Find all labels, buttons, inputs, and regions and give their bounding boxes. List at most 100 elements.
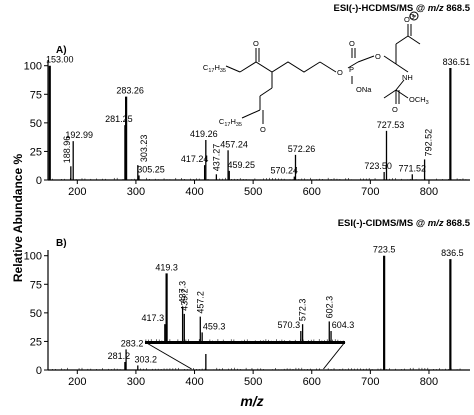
panel-a-title: ESI(-)-HCDMS/MS @ m/z 868.5 [334, 3, 471, 14]
x-tick-label: 200 [68, 186, 86, 198]
panel-b-title: ESI(-)-CIDMS/MS @ m/z 868.5 [338, 218, 471, 229]
y-tick-label: 100 [24, 251, 42, 263]
structure-bond [347, 61, 359, 69]
y-tick-label: 25 [30, 146, 42, 158]
x-tick-label: 700 [361, 376, 379, 388]
oxygen-atom: O [404, 15, 410, 24]
peak-label: 192.99 [65, 130, 93, 140]
x-tick-label: 500 [244, 376, 262, 388]
peak-label: 281.2 [108, 351, 131, 361]
panel-b-label: B) [56, 238, 67, 249]
inset-peak-label: 419.3 [155, 262, 178, 272]
oxygen-atom: O [253, 39, 259, 48]
panel-b-chart: 0 25 50 75 100 200 300 400 500 600 700 800 281.2 283.… [24, 245, 470, 388]
peak-label: 836.51 [443, 57, 471, 67]
inset-baseline [145, 341, 345, 344]
structure-bond [319, 61, 337, 73]
inset-peak-label: 457.2 [195, 291, 205, 314]
c17h35-chain-1: C17H35 [203, 63, 226, 74]
y-tick-label: 50 [30, 118, 42, 130]
peak-label: 283.2 [121, 338, 144, 348]
peak-label: 281.25 [105, 114, 133, 124]
x-tick-label: 700 [361, 186, 379, 198]
charge-symbol: O [409, 12, 415, 21]
peak-label: 727.53 [377, 120, 405, 130]
sodium-salt: ONa [356, 85, 372, 94]
x-tick-label: 200 [68, 376, 86, 388]
peak-label: 303.23 [139, 135, 149, 163]
phosphorus-atom: P [349, 65, 354, 74]
inset-connector [144, 341, 192, 370]
y-tick-label: 0 [36, 175, 42, 187]
peak-label: 305.25 [137, 164, 165, 174]
peak-label: 303.2 [135, 354, 158, 364]
oxygen-atom: O [349, 39, 355, 48]
structure-bond [357, 55, 375, 63]
peak-label: 153.00 [46, 55, 74, 65]
structure-bond [395, 35, 409, 45]
chemical-structure: O C17H35 O C17H35 O P O ONa O O O NH O O… [203, 11, 429, 134]
oxygen-atom: O [375, 52, 381, 61]
structure-bond [225, 65, 241, 73]
x-axis-label: m/z [240, 393, 263, 409]
oxygen-atom: O [260, 125, 266, 134]
inset-peak-label: 570.3 [278, 320, 301, 330]
inset-peak-label: 459.3 [203, 321, 226, 331]
c17h35-chain-2: C17H35 [219, 117, 242, 128]
inset-connector [323, 341, 346, 370]
y-tick-label: 75 [30, 279, 42, 291]
peak-label: 188.96 [62, 136, 72, 164]
structure-bond [395, 79, 405, 91]
x-tick-label: 800 [420, 376, 438, 388]
y-tick-label: 75 [30, 89, 42, 101]
inset-peak-label: 572.3 [298, 299, 308, 322]
amine-group: NH [402, 73, 413, 82]
peak-label: 572.26 [288, 144, 316, 154]
structure-bond [383, 89, 397, 99]
peak-label: 792.52 [424, 129, 434, 157]
inset-peak-label: 417.3 [142, 313, 165, 323]
x-tick-label: 500 [244, 186, 262, 198]
y-tick-label: 25 [30, 336, 42, 348]
y-tick-label: 100 [24, 61, 42, 73]
peak-label: 459.25 [227, 160, 255, 170]
structure-bond [383, 55, 397, 65]
methoxy-group: OCH3 [409, 95, 429, 106]
peak-label: 723.5 [373, 245, 396, 255]
peak-label: 836.5 [441, 248, 464, 258]
inset-peak-label: 602.3 [324, 296, 334, 319]
structure-bond [395, 63, 409, 73]
peak-label: 457.24 [220, 139, 248, 149]
structure-bond [395, 89, 409, 99]
inset-peak-label: 437.3 [178, 281, 188, 304]
peak-label: 570.24 [271, 166, 299, 176]
x-tick-label: 600 [303, 186, 321, 198]
structure-bond [241, 109, 261, 119]
x-tick-label: 300 [127, 376, 145, 388]
x-tick-label: 600 [303, 376, 321, 388]
y-tick-label: 50 [30, 308, 42, 320]
peak-label: 417.24 [181, 154, 209, 164]
x-tick-label: 800 [420, 186, 438, 198]
charge-circle [409, 11, 419, 21]
peak-label: 723.50 [364, 161, 392, 171]
structure-bond [239, 61, 321, 73]
peak-label: 283.26 [116, 86, 144, 96]
oxygen-atom: O [392, 105, 398, 114]
oxygen-atom: O [337, 68, 343, 77]
structure-bond [407, 35, 421, 45]
y-axis-label: Relative Abundance % [11, 154, 25, 283]
y-tick-label: 0 [36, 365, 42, 377]
peak-label: 419.26 [190, 129, 218, 139]
x-tick-label: 400 [185, 376, 203, 388]
panel-a-chart: 0 25 50 75 100 200 300 400 500 600 700 800 153.00 188… [24, 55, 470, 198]
peak-label: 771.52 [399, 163, 427, 173]
inset-peak-label: 439.2 [179, 288, 189, 311]
x-tick-label: 400 [185, 186, 203, 198]
inset-peak-label: 604.3 [332, 320, 355, 330]
panel-a-label: A) [56, 45, 67, 56]
x-tick-label: 300 [127, 186, 145, 198]
structure-bond [259, 87, 273, 97]
